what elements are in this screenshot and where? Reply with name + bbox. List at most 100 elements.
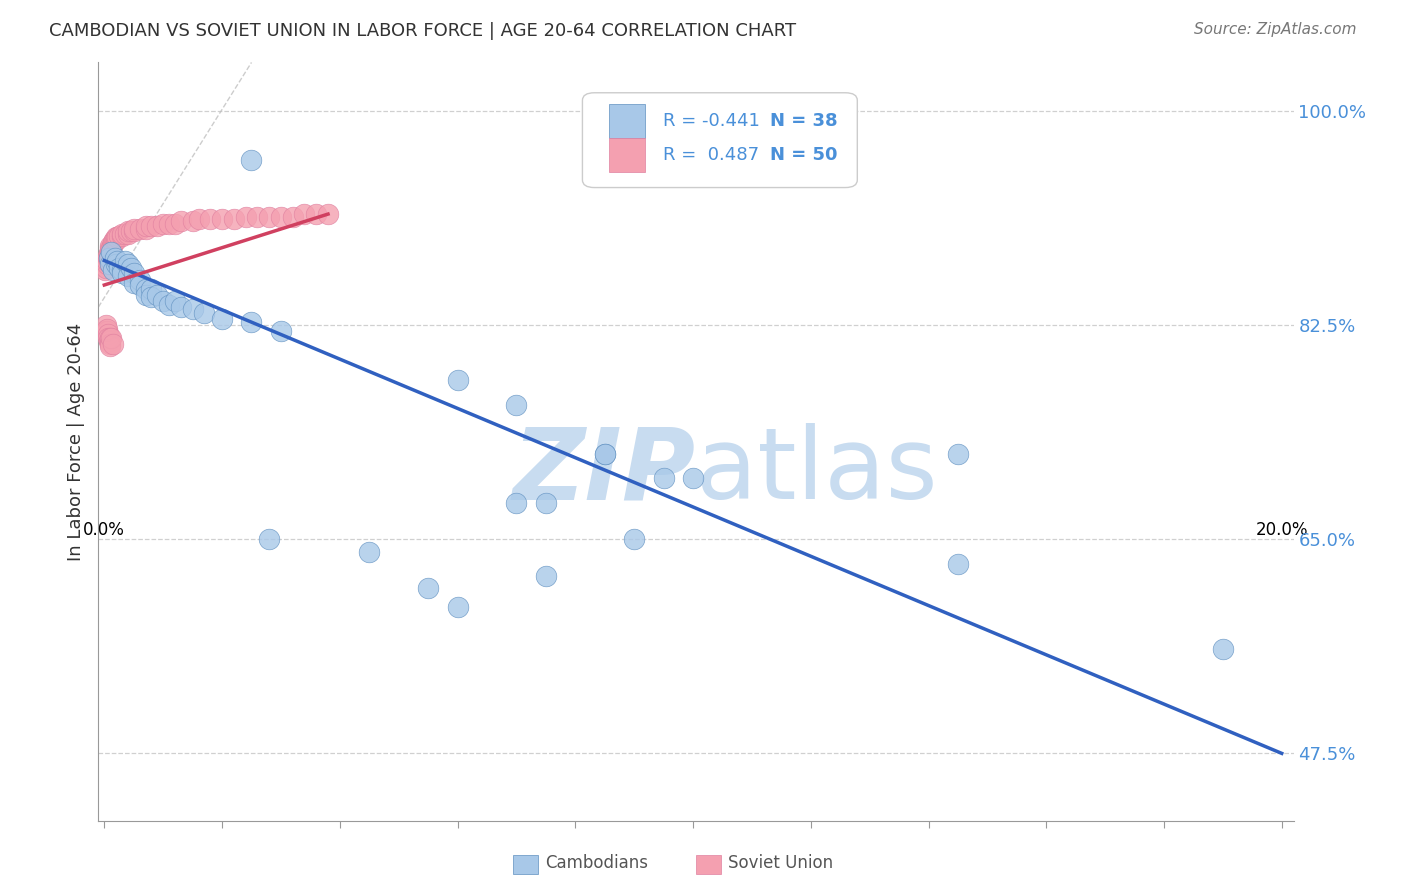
Point: [329, 844, 352, 858]
Point: [134, 219, 156, 234]
Text: N = 50: N = 50: [770, 146, 838, 164]
Point: [134, 287, 156, 301]
Point: [946, 447, 969, 461]
Text: Soviet Union: Soviet Union: [728, 855, 834, 872]
Point: [141, 290, 163, 304]
Point: [98, 246, 121, 260]
Point: [946, 557, 969, 571]
Point: [446, 373, 468, 387]
Point: [108, 229, 131, 244]
Point: [98, 330, 121, 344]
Point: [98, 334, 121, 349]
Point: [96, 257, 118, 271]
Point: [98, 257, 121, 271]
Point: [114, 227, 136, 241]
Point: [114, 253, 136, 268]
Point: [108, 260, 131, 275]
Point: [98, 244, 121, 258]
Point: [652, 471, 675, 485]
Point: [122, 266, 145, 280]
Point: [416, 582, 439, 596]
Point: [157, 297, 180, 311]
Point: [96, 322, 118, 336]
Point: [146, 287, 169, 301]
Point: [101, 236, 124, 251]
Point: [104, 251, 127, 265]
Text: ZIP: ZIP: [513, 424, 696, 520]
Point: [111, 227, 134, 241]
Point: [101, 239, 124, 253]
Point: [281, 210, 304, 224]
Point: [117, 224, 139, 238]
Point: [117, 227, 139, 241]
Point: [104, 233, 127, 247]
Point: [240, 315, 263, 329]
Point: [94, 325, 117, 339]
Point: [294, 207, 316, 221]
Point: [101, 235, 124, 250]
Point: [97, 251, 120, 265]
Point: [211, 312, 233, 326]
Point: [187, 211, 209, 226]
Text: 20.0%: 20.0%: [1256, 521, 1308, 539]
Point: [97, 249, 120, 263]
Point: [98, 336, 121, 351]
Point: [105, 230, 128, 244]
Point: [235, 210, 257, 224]
Point: [257, 826, 280, 840]
Point: [505, 496, 527, 510]
Point: [181, 302, 204, 317]
Point: [100, 241, 122, 255]
Point: [593, 447, 616, 461]
Point: [163, 293, 186, 308]
Point: [100, 330, 122, 344]
Point: [98, 251, 121, 265]
Point: [97, 326, 120, 341]
Point: [240, 153, 263, 168]
Point: [316, 207, 339, 221]
FancyBboxPatch shape: [582, 93, 858, 187]
Point: [682, 471, 704, 485]
Point: [152, 217, 174, 231]
FancyBboxPatch shape: [609, 104, 644, 138]
Point: [98, 239, 121, 253]
Point: [100, 244, 122, 259]
Point: [257, 533, 280, 547]
Point: [270, 325, 292, 339]
Point: [103, 233, 125, 247]
Point: [111, 263, 134, 277]
Point: [505, 398, 527, 412]
Point: [534, 569, 557, 583]
Point: [117, 257, 139, 271]
Point: [193, 306, 215, 320]
Point: [534, 496, 557, 510]
Point: [1212, 642, 1234, 657]
Point: [222, 211, 245, 226]
FancyBboxPatch shape: [609, 138, 644, 172]
Point: [117, 269, 139, 284]
Text: N = 38: N = 38: [770, 112, 838, 130]
Point: [305, 207, 328, 221]
Point: [105, 230, 128, 244]
Point: [122, 224, 145, 238]
Point: [211, 211, 233, 226]
Text: Source: ZipAtlas.com: Source: ZipAtlas.com: [1194, 22, 1357, 37]
Text: CAMBODIAN VS SOVIET UNION IN LABOR FORCE | AGE 20-64 CORRELATION CHART: CAMBODIAN VS SOVIET UNION IN LABOR FORCE…: [49, 22, 796, 40]
Point: [122, 276, 145, 290]
Point: [105, 257, 128, 271]
Point: [181, 214, 204, 228]
Point: [157, 217, 180, 231]
Point: [200, 211, 222, 226]
Point: [170, 214, 193, 228]
Point: [163, 217, 186, 231]
Point: [98, 339, 121, 353]
Point: [94, 263, 117, 277]
Point: [141, 282, 163, 296]
Point: [101, 336, 124, 351]
Point: [122, 221, 145, 235]
Point: [128, 273, 150, 287]
Point: [96, 253, 118, 268]
Point: [246, 210, 269, 224]
Y-axis label: In Labor Force | Age 20-64: In Labor Force | Age 20-64: [66, 322, 84, 561]
Point: [120, 260, 142, 275]
